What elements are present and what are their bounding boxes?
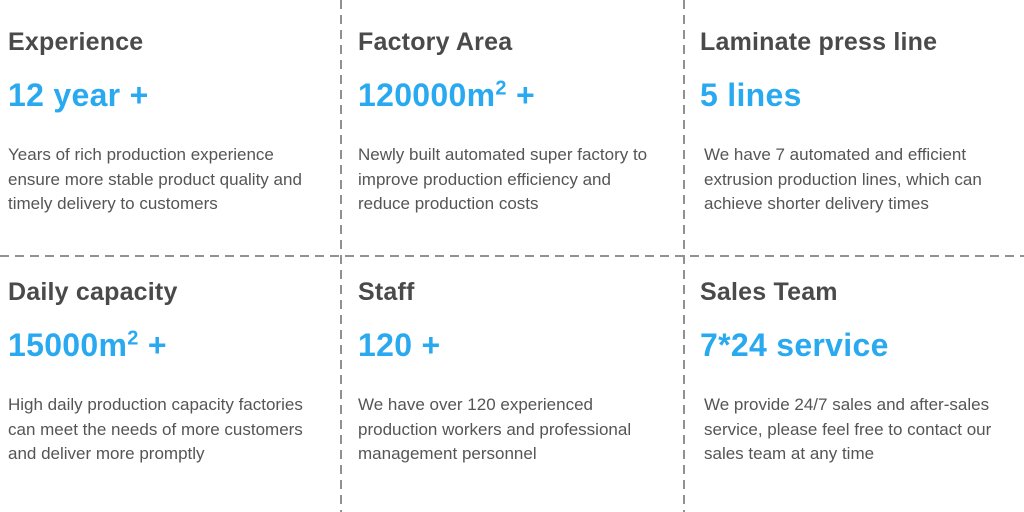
stat-card-staff: Staff 120 + We have over 120 experienced… [341,256,684,512]
grid-divider-horizontal [0,255,1024,257]
stat-card-sales-team: Sales Team 7*24 service We provide 24/7 … [684,256,1024,512]
stat-value-text: 120000m [358,77,496,113]
stat-value-tail: + [138,327,167,363]
stat-card-title: Staff [358,278,415,306]
stat-card-title: Sales Team [700,278,838,306]
stat-card-title: Laminate press line [700,28,938,56]
stat-card-description: High daily production capacity factories… [8,395,303,463]
stat-card-daily-capacity: Daily capacity 15000m2 + High daily prod… [0,256,341,512]
stat-value-superscript: 2 [495,77,507,100]
stat-card-title: Factory Area [358,28,513,56]
stat-card-value: 12 year + [8,74,341,117]
stat-value-text: 12 year + [8,77,149,113]
stat-card-value: 120 + [358,324,684,367]
stat-value-text: 7*24 service [700,327,889,363]
stat-card-value: 15000m2 + [8,324,341,367]
stat-card-description: Years of rich production experience ensu… [8,145,302,213]
stat-card-description: We have 7 automated and efficient extrus… [704,145,982,213]
stat-value-text: 5 lines [700,77,802,113]
stat-value-text: 120 + [358,327,441,363]
stat-card-description: We provide 24/7 sales and after-sales se… [704,395,992,463]
stat-card-factory-area: Factory Area 120000m2 + Newly built auto… [341,0,684,256]
stat-card-value: 5 lines [700,74,1024,117]
stat-card-laminate-press-line: Laminate press line 5 lines We have 7 au… [684,0,1024,256]
stat-card-description: We have over 120 experienced production … [358,395,632,463]
stat-value-superscript: 2 [127,327,139,350]
stat-value-tail: + [506,77,535,113]
stat-card-title: Experience [8,28,144,56]
stat-card-title: Daily capacity [8,278,178,306]
stat-value-text: 15000m [8,327,128,363]
stat-card-experience: Experience 12 year + Years of rich produ… [0,0,341,256]
stat-card-value: 7*24 service [700,324,1024,367]
stat-card-description: Newly built automated super factory to i… [358,145,648,213]
stat-card-value: 120000m2 + [358,74,684,117]
